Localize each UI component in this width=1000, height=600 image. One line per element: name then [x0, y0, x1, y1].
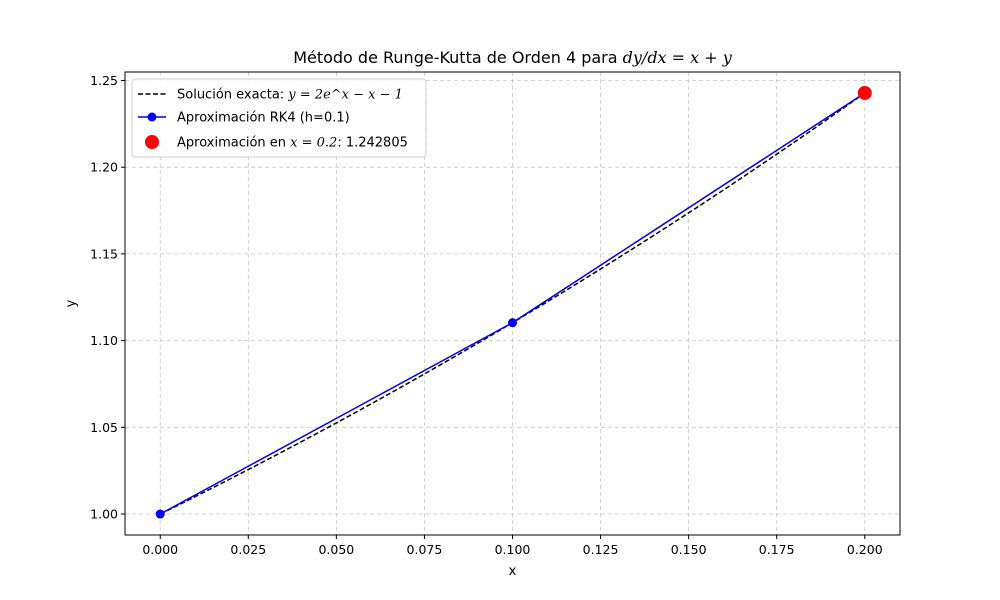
- legend-entry-final-text: Aproximación en: [177, 136, 290, 151]
- chart-title-math: dy/dx = x + y: [623, 48, 733, 67]
- x-tick-label: 0.050: [318, 542, 354, 557]
- y-tick-label: 1.00: [90, 507, 118, 522]
- x-tick-label: 0.150: [671, 542, 707, 557]
- legend-entry-exact-math: y = 2e^x − x − 1: [287, 88, 403, 103]
- y-tick-label: 1.20: [90, 160, 118, 175]
- x-tick-label: 0.025: [230, 542, 266, 557]
- x-axis-label: x: [509, 564, 517, 579]
- y-axis-label: y: [64, 299, 79, 307]
- x-tick-label: 0.000: [142, 542, 178, 557]
- y-tick-label: 1.25: [90, 73, 118, 88]
- series-layer: [155, 85, 872, 519]
- ticks: 0.000 0.025 0.050 0.075 0.100 0.125 0.150 0.175…: [90, 73, 883, 557]
- legend-swatch-rk4-marker: [147, 112, 157, 122]
- series-rk4-point: [508, 318, 517, 328]
- y-tick-label: 1.10: [90, 333, 118, 348]
- legend-entry-rk4: Aproximación RK4 (h=0.1): [177, 111, 350, 126]
- series-final-point: [857, 85, 872, 100]
- chart-title: Método de Runge-Kutta de Orden 4 para dy…: [293, 48, 733, 67]
- legend-entry-final-point: Aproximación en x = 0.2: 1.242805: [177, 136, 408, 151]
- legend: Solución exacta: y = 2e^x − x − 1 Aproxi…: [131, 78, 427, 158]
- legend-entry-exact-text: Solución exacta:: [177, 88, 288, 103]
- x-tick-label: 0.125: [583, 542, 619, 557]
- legend-entry-exact: Solución exacta: y = 2e^x − x − 1: [177, 88, 403, 103]
- chart-title-text: Método de Runge-Kutta de Orden 4 para: [293, 48, 622, 67]
- x-tick-label: 0.075: [407, 542, 443, 557]
- series-rk4-point: [155, 509, 165, 519]
- legend-entry-final-math: x = 0.2: [290, 136, 337, 151]
- x-tick-label: 0.200: [847, 542, 883, 557]
- legend-swatch-final-point: [145, 135, 159, 149]
- y-tick-label: 1.15: [90, 246, 118, 261]
- legend-entry-final-value: : 1.242805: [337, 136, 408, 151]
- y-tick-label: 1.05: [90, 420, 118, 435]
- x-tick-label: 0.100: [495, 542, 531, 557]
- x-tick-label: 0.175: [759, 542, 795, 557]
- legend-box: [131, 78, 427, 158]
